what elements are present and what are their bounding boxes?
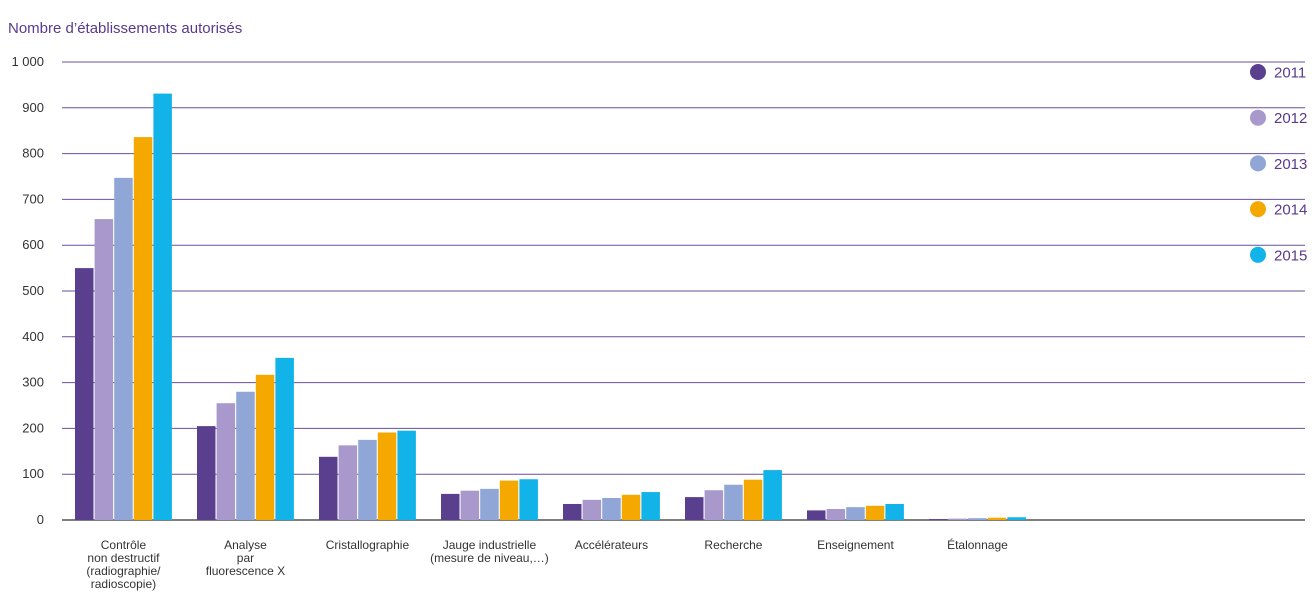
y-tick-label: 600 xyxy=(22,237,44,252)
x-tick-label: Enseignement xyxy=(817,538,894,552)
legend-label: 2015 xyxy=(1274,247,1307,264)
bar xyxy=(865,505,885,520)
y-tick-labels: 0 100 200 300 400 500 600 700 800 900 1 000 xyxy=(11,54,44,527)
bar xyxy=(441,493,460,520)
x-tick-labels: Contrôle non destructif (radiographie/radi… xyxy=(86,537,1008,591)
bar xyxy=(685,497,704,520)
y-tick-label: 100 xyxy=(22,466,44,481)
y-tick-label: 500 xyxy=(22,283,44,298)
y-tick-label: 400 xyxy=(22,329,44,344)
bar xyxy=(621,494,641,520)
bar xyxy=(826,509,846,520)
bar xyxy=(968,518,987,520)
bar xyxy=(377,432,397,520)
x-tick-label: Jauge industrielle (mesure de niveau,…) xyxy=(430,538,549,565)
legend-label: 2012 xyxy=(1274,110,1307,127)
bar xyxy=(846,507,865,520)
bar xyxy=(704,490,724,520)
bar xyxy=(948,518,968,520)
bar xyxy=(275,357,294,520)
legend-swatch xyxy=(1250,246,1266,263)
bar xyxy=(929,519,948,520)
bar xyxy=(807,510,826,520)
bar xyxy=(460,490,480,520)
bar xyxy=(885,503,904,520)
bar xyxy=(75,268,94,520)
y-tick-label: 0 xyxy=(37,512,44,527)
bar xyxy=(987,517,1007,520)
y-tick-label: 1 000 xyxy=(11,54,44,69)
bar xyxy=(582,499,602,520)
legend-label: 2011 xyxy=(1274,65,1306,82)
bar xyxy=(519,479,538,520)
x-tick-label: Étalonnage xyxy=(947,537,1008,552)
x-tick-label: Contrôle non destructif (radiographie/radi… xyxy=(86,538,161,591)
bar xyxy=(114,177,133,520)
y-tick-label: 900 xyxy=(22,100,44,115)
bar xyxy=(499,480,519,520)
y-tick-label: 800 xyxy=(22,146,44,161)
bar xyxy=(743,479,763,520)
legend-label: 2014 xyxy=(1274,202,1307,219)
y-axis-title: Nombre d’établissements autorisés xyxy=(8,20,242,37)
bar xyxy=(133,137,153,520)
legend-swatch xyxy=(1250,155,1266,172)
x-tick-label: Analyse par fluorescence X xyxy=(206,538,285,578)
legend-label: 2013 xyxy=(1274,156,1307,173)
bar xyxy=(397,430,416,520)
bar xyxy=(153,93,172,521)
x-tick-label: Recherche xyxy=(704,538,762,552)
y-tick-label: 200 xyxy=(22,420,44,435)
legend-swatch xyxy=(1250,64,1266,80)
bar xyxy=(480,488,499,520)
bars xyxy=(75,93,1026,521)
bar xyxy=(358,439,377,520)
bar xyxy=(724,484,743,520)
legend-swatch xyxy=(1250,109,1266,126)
bar xyxy=(641,492,660,520)
legend-swatch xyxy=(1250,201,1266,218)
bar xyxy=(236,391,255,520)
bar xyxy=(94,219,114,520)
y-tick-label: 700 xyxy=(22,191,44,206)
bar xyxy=(197,426,216,520)
bar xyxy=(602,498,621,520)
bar xyxy=(319,456,338,520)
x-tick-label: Cristallographie xyxy=(326,538,410,552)
bar xyxy=(216,403,236,520)
bar xyxy=(563,503,582,520)
bar xyxy=(255,374,275,520)
bar xyxy=(763,470,782,520)
y-tick-label: 300 xyxy=(22,375,44,390)
bar xyxy=(1007,517,1026,520)
legend: 2011 2012 2013 2014 2015 xyxy=(1250,64,1307,264)
bar xyxy=(338,445,358,520)
gridlines xyxy=(62,61,1305,521)
x-tick-label: Accélérateurs xyxy=(575,538,648,552)
